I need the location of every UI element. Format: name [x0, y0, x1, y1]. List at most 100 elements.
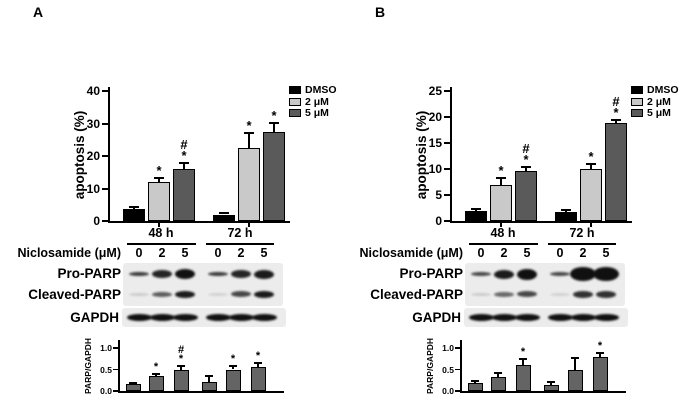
- blot-band: [254, 269, 274, 279]
- ratio-bar: [201, 381, 217, 391]
- error-bar-line: [525, 167, 527, 171]
- x-axis-line: [450, 221, 632, 223]
- ratio-y-tick-label: 1.0: [100, 343, 112, 353]
- bar-DMSO-48h: [123, 208, 145, 221]
- error-bar-cap: [244, 132, 254, 135]
- error-bar-cap: [494, 371, 502, 374]
- ratio-bar: [592, 357, 608, 391]
- dose-label: Niclosamide (μM): [359, 246, 464, 260]
- error-bar-cap: [229, 365, 237, 368]
- error-bar-line: [273, 122, 275, 133]
- y-tick-label: 0: [93, 214, 100, 228]
- blot-band: [570, 267, 596, 281]
- error-bar-line: [257, 363, 259, 368]
- significance-marker: *: [246, 351, 270, 362]
- bar-2μM-48h: [490, 184, 512, 221]
- ratio-bar: [173, 369, 189, 391]
- ratio-bar: [490, 376, 506, 391]
- significance-marker: # *: [172, 137, 196, 162]
- ratio-y-axis-line: [460, 340, 462, 393]
- legend-label: DMSO: [647, 84, 679, 96]
- ratio-y-tick-label: 0.5: [442, 364, 454, 375]
- bar-DMSO-48h: [465, 210, 487, 221]
- y-tick: [102, 90, 108, 92]
- ratio-y-tick: [113, 390, 118, 392]
- error-bar-cap: [154, 176, 164, 179]
- error-bar-cap: [179, 162, 189, 165]
- lane-dose-label: 5: [181, 246, 189, 260]
- lane-dose-label: 5: [260, 246, 268, 260]
- protein-label: Pro-PARP: [399, 266, 463, 281]
- panel-label: A: [33, 4, 44, 20]
- x-group-tick: [500, 223, 502, 227]
- y-tick: [102, 220, 108, 222]
- protein-label: Cleaved-PARP: [370, 287, 463, 302]
- blot-band: [494, 291, 514, 297]
- y-tick-label: 15: [428, 136, 442, 150]
- ratio-y-tick-label: 0.0: [442, 386, 454, 396]
- significance-marker: *: [147, 162, 171, 178]
- time-header: 72 h: [227, 226, 253, 240]
- error-bar-line: [474, 380, 476, 384]
- y-tick-label: 25: [428, 84, 442, 98]
- significance-marker: *: [579, 149, 603, 165]
- blot-band: [231, 270, 251, 278]
- error-bar-cap: [571, 356, 579, 359]
- ratio-y-tick: [113, 368, 118, 370]
- lane-dose-label: 0: [477, 246, 485, 260]
- lane-dose-label: 2: [237, 246, 245, 260]
- bar-DMSO-72h: [555, 211, 577, 221]
- error-bar-line: [500, 178, 502, 185]
- y-axis-label: apoptosis (%): [72, 110, 87, 200]
- ratio-y-tick-label: 0.0: [100, 386, 112, 396]
- blot-band: [468, 314, 494, 321]
- significance-char: *: [178, 353, 184, 366]
- error-bar-cap: [219, 212, 229, 215]
- significance-marker: # *: [604, 95, 628, 121]
- significance-char: *: [613, 105, 619, 121]
- ratio-bar: [467, 383, 483, 391]
- ratio-y-tick: [113, 347, 118, 349]
- legend-label: 5 μM: [647, 107, 671, 119]
- significance-marker: *: [588, 340, 612, 353]
- error-bar-cap: [471, 208, 481, 211]
- blot-band: [593, 267, 619, 281]
- y-tick-label: 10: [428, 162, 442, 176]
- significance-marker: *: [237, 119, 261, 132]
- significance-char: *: [230, 353, 236, 366]
- ratio-bar: [543, 384, 559, 391]
- gapdh-blot-image: [464, 308, 628, 327]
- significance-char: *: [588, 149, 594, 165]
- blot-band: [471, 272, 491, 276]
- blot-band: [231, 291, 251, 297]
- protein-label: GAPDH: [412, 310, 461, 325]
- time-header: 48 h: [490, 226, 516, 240]
- lane-dose-label: 2: [579, 246, 587, 260]
- blot-band: [152, 291, 172, 297]
- error-bar-line: [248, 133, 250, 148]
- legend-swatch-2μM: [631, 97, 643, 106]
- y-tick-label: 10: [86, 181, 100, 196]
- dose-label: Niclosamide (μM): [17, 246, 122, 260]
- time-header-underline: [206, 243, 274, 245]
- blot-band: [596, 290, 616, 298]
- lane-dose-label: 5: [523, 246, 531, 260]
- y-tick-label: 20: [86, 149, 100, 163]
- blot-band: [208, 272, 228, 276]
- significance-char: *: [156, 162, 162, 178]
- lane-dose-label: 0: [135, 246, 143, 260]
- significance-char: #: [180, 137, 188, 153]
- significance-marker: *: [144, 362, 168, 373]
- error-bar-cap: [152, 373, 160, 376]
- error-bar-cap: [254, 362, 262, 365]
- error-bar-cap: [521, 166, 531, 169]
- error-bar-line: [522, 359, 524, 366]
- y-tick: [102, 122, 108, 125]
- significance-char: *: [597, 340, 603, 353]
- y-tick-label: 30: [86, 116, 100, 131]
- error-bar-cap: [177, 365, 185, 368]
- error-bar-line: [599, 353, 601, 358]
- significance-marker: *: [511, 347, 535, 358]
- bar-5μM-48h: [173, 169, 195, 221]
- legend-swatch-5μM: [631, 109, 643, 117]
